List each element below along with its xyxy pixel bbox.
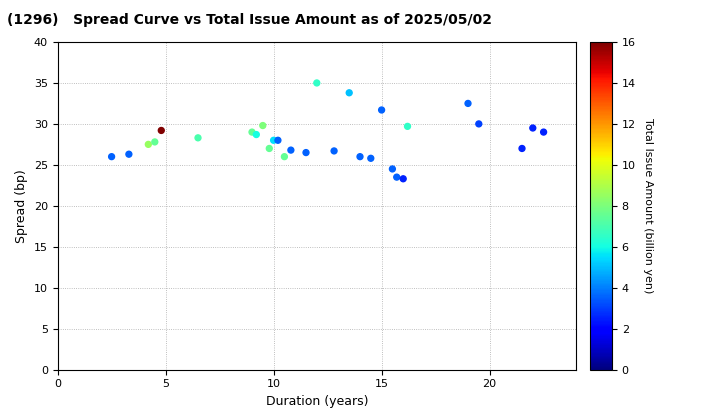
Point bbox=[106, 153, 117, 160]
Point bbox=[397, 176, 409, 182]
Point bbox=[462, 100, 474, 107]
Point bbox=[268, 137, 279, 144]
Y-axis label: Spread (bp): Spread (bp) bbox=[15, 169, 28, 243]
Point bbox=[376, 107, 387, 113]
Point bbox=[149, 139, 161, 145]
Point bbox=[143, 141, 154, 148]
Point bbox=[251, 131, 262, 138]
Point bbox=[272, 137, 284, 144]
Text: (1296)   Spread Curve vs Total Issue Amount as of 2025/05/02: (1296) Spread Curve vs Total Issue Amoun… bbox=[7, 13, 492, 26]
Point bbox=[264, 145, 275, 152]
Point bbox=[246, 129, 258, 135]
Point bbox=[192, 134, 204, 141]
Point bbox=[285, 147, 297, 153]
X-axis label: Duration (years): Duration (years) bbox=[266, 395, 368, 408]
Point bbox=[473, 121, 485, 127]
Point bbox=[123, 151, 135, 158]
Point bbox=[257, 122, 269, 129]
Point bbox=[387, 165, 398, 172]
Y-axis label: Total Issue Amount (billion yen): Total Issue Amount (billion yen) bbox=[642, 118, 652, 294]
Point bbox=[538, 129, 549, 135]
Point bbox=[527, 125, 539, 131]
Point bbox=[328, 147, 340, 154]
Point bbox=[365, 155, 377, 162]
Point bbox=[156, 127, 167, 134]
Point bbox=[311, 79, 323, 86]
Point bbox=[391, 174, 402, 181]
Point bbox=[343, 89, 355, 96]
Point bbox=[516, 145, 528, 152]
Point bbox=[402, 123, 413, 130]
Point bbox=[354, 153, 366, 160]
Point bbox=[300, 149, 312, 156]
Point bbox=[279, 153, 290, 160]
